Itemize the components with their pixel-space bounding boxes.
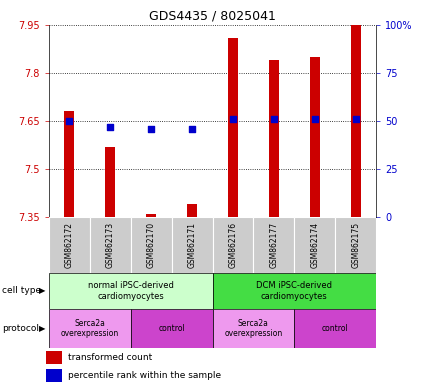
- Text: GSM862176: GSM862176: [229, 222, 238, 268]
- Point: [66, 118, 73, 124]
- Point: [107, 124, 113, 130]
- Bar: [294, 217, 335, 273]
- Bar: [351, 25, 361, 217]
- Point: [189, 126, 196, 132]
- Bar: [49, 273, 212, 309]
- Text: Serca2a
overexpression: Serca2a overexpression: [224, 319, 283, 338]
- Text: GSM862175: GSM862175: [351, 222, 360, 268]
- Text: GSM862172: GSM862172: [65, 222, 74, 268]
- Title: GDS4435 / 8025041: GDS4435 / 8025041: [149, 9, 276, 22]
- Text: Serca2a
overexpression: Serca2a overexpression: [61, 319, 119, 338]
- Text: cell type: cell type: [2, 286, 41, 295]
- Text: transformed count: transformed count: [68, 353, 152, 362]
- Text: DCM iPSC-derived
cardiomyocytes: DCM iPSC-derived cardiomyocytes: [256, 281, 332, 301]
- Bar: [46, 369, 62, 382]
- Bar: [105, 147, 115, 217]
- Bar: [49, 309, 131, 348]
- Bar: [46, 351, 62, 364]
- Point: [352, 116, 359, 122]
- Text: protocol: protocol: [2, 324, 39, 333]
- Bar: [294, 309, 376, 348]
- Bar: [335, 217, 376, 273]
- Bar: [49, 217, 90, 273]
- Text: GSM862170: GSM862170: [147, 222, 156, 268]
- Bar: [90, 217, 131, 273]
- Text: ▶: ▶: [40, 286, 46, 295]
- Text: GSM862173: GSM862173: [106, 222, 115, 268]
- Bar: [187, 204, 197, 217]
- Bar: [212, 273, 376, 309]
- Point: [148, 126, 155, 132]
- Text: control: control: [322, 324, 348, 333]
- Bar: [131, 217, 172, 273]
- Text: control: control: [158, 324, 185, 333]
- Point: [312, 116, 318, 122]
- Bar: [146, 214, 156, 217]
- Text: GSM862171: GSM862171: [187, 222, 196, 268]
- Text: ▶: ▶: [40, 324, 46, 333]
- Text: normal iPSC-derived
cardiomyocytes: normal iPSC-derived cardiomyocytes: [88, 281, 174, 301]
- Bar: [64, 111, 74, 217]
- Bar: [212, 217, 253, 273]
- Bar: [131, 309, 212, 348]
- Text: percentile rank within the sample: percentile rank within the sample: [68, 371, 221, 381]
- Point: [230, 116, 236, 122]
- Bar: [172, 217, 212, 273]
- Bar: [212, 309, 294, 348]
- Text: GSM862177: GSM862177: [269, 222, 278, 268]
- Bar: [269, 60, 279, 217]
- Point: [270, 116, 277, 122]
- Bar: [310, 57, 320, 217]
- Bar: [228, 38, 238, 217]
- Text: GSM862174: GSM862174: [310, 222, 319, 268]
- Bar: [253, 217, 294, 273]
